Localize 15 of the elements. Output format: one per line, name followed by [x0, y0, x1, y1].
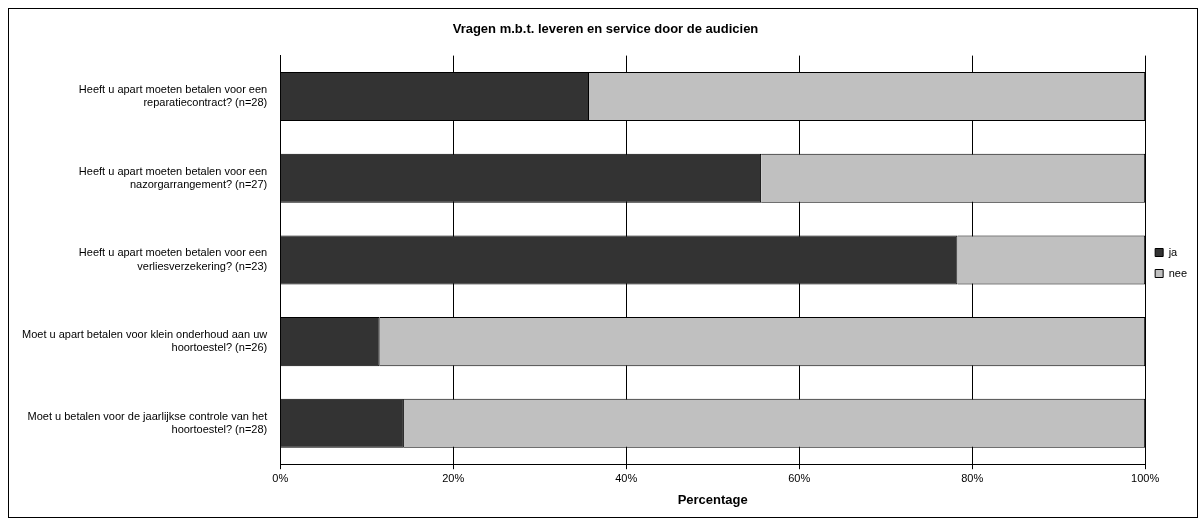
x-tick-label: 60% — [788, 471, 811, 484]
y-tick-label: Heeft u apart moeten betalen voor een reparatiecontract? (n=28) — [78, 82, 268, 109]
x-tick-label: 100% — [1131, 471, 1160, 484]
y-tick-label: Moet u betalen voor de jaarlijkse controle van het hoortoestel? (n=28) — [27, 409, 268, 435]
x-tick-label: 20% — [442, 471, 465, 484]
x-axis-title: Percentage — [677, 491, 748, 507]
y-tick-label: Heeft u apart moeten betalen voor een nazorgarrangement? (n=27) — [78, 164, 268, 190]
chart-title: Vragen m.b.t. leveren en service door de audicien — [452, 21, 759, 37]
y-tick-label: Moet u apart betalen voor klein onderhoud aan uw hoortoestel? (n=26) — [21, 328, 268, 354]
legend-label: ja — [1167, 245, 1179, 258]
x-tick-label: 40% — [615, 471, 638, 484]
x-tick-label: 0% — [272, 471, 289, 484]
y-tick-label: Heeft u apart moeten betalen voor een verliesverzekering? (n=23) — [78, 246, 268, 272]
legend-label: nee — [1168, 266, 1188, 279]
x-tick-label: 80% — [961, 471, 984, 484]
